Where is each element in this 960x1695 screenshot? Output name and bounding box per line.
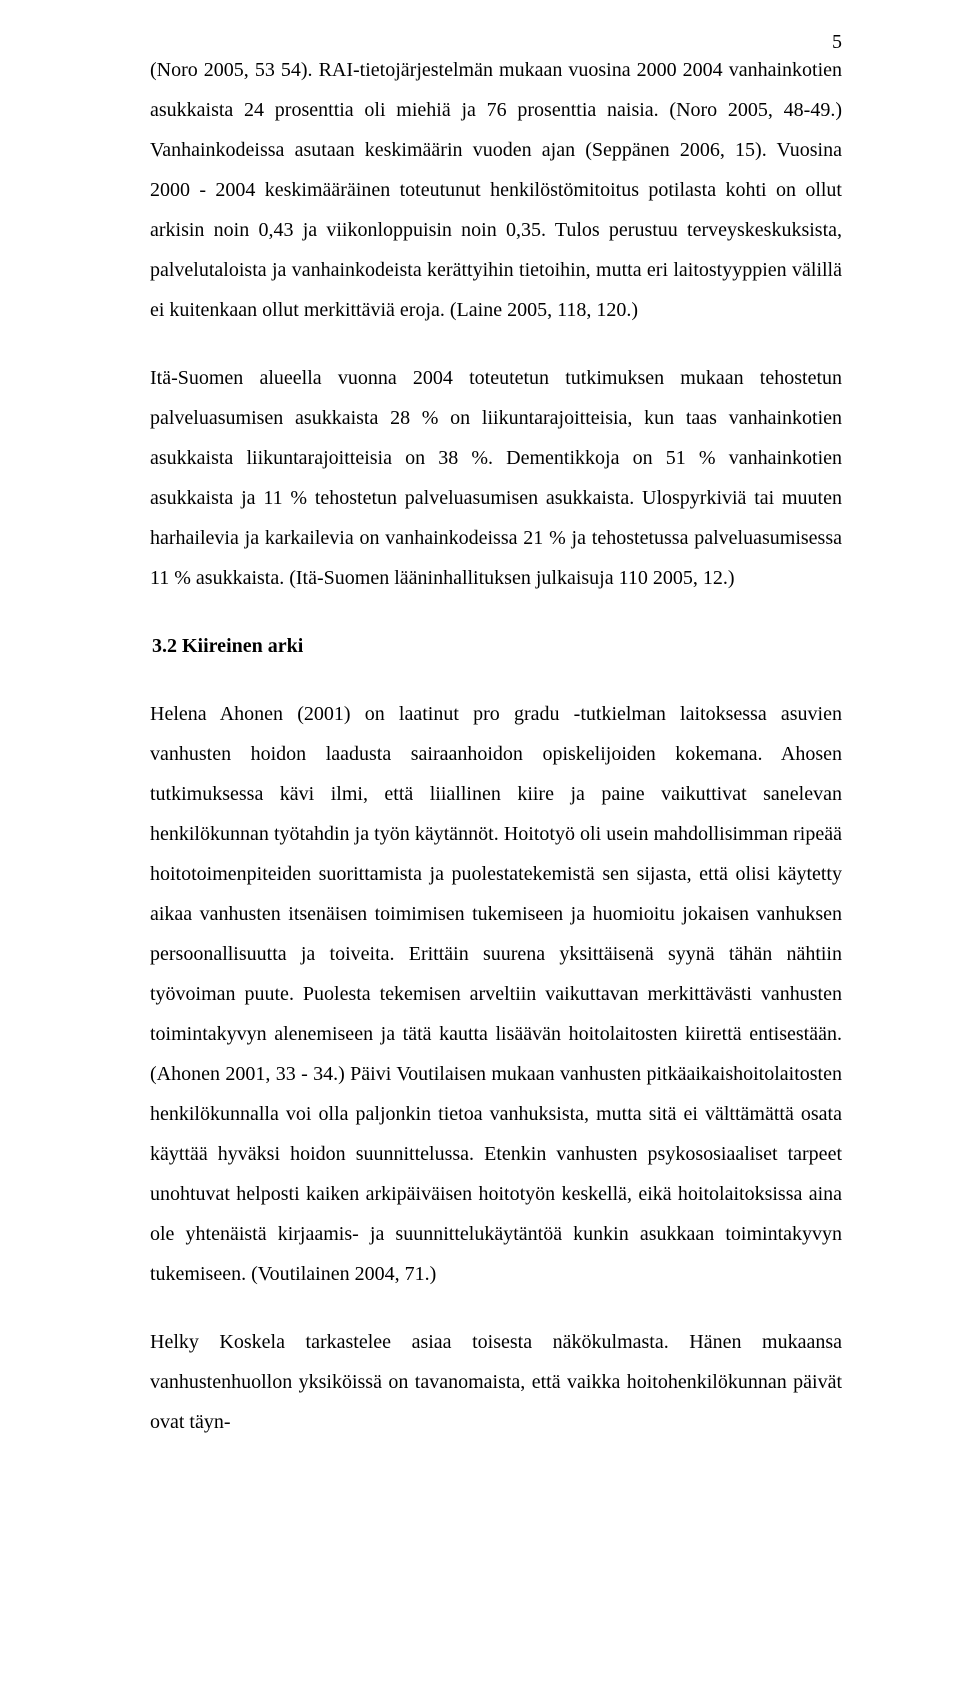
- body-paragraph-4: Helky Koskela tarkastelee asiaa toisesta…: [150, 1322, 842, 1442]
- body-paragraph-1: (Noro 2005, 53 54). RAI-tietojärjestelmä…: [150, 50, 842, 330]
- page-number: 5: [832, 32, 842, 52]
- body-paragraph-2: Itä-Suomen alueella vuonna 2004 toteutet…: [150, 358, 842, 598]
- document-page: 5 (Noro 2005, 53 54). RAI-tietojärjestel…: [0, 0, 960, 1695]
- body-paragraph-3: Helena Ahonen (2001) on laatinut pro gra…: [150, 694, 842, 1294]
- section-heading: 3.2 Kiireinen arki: [152, 626, 842, 666]
